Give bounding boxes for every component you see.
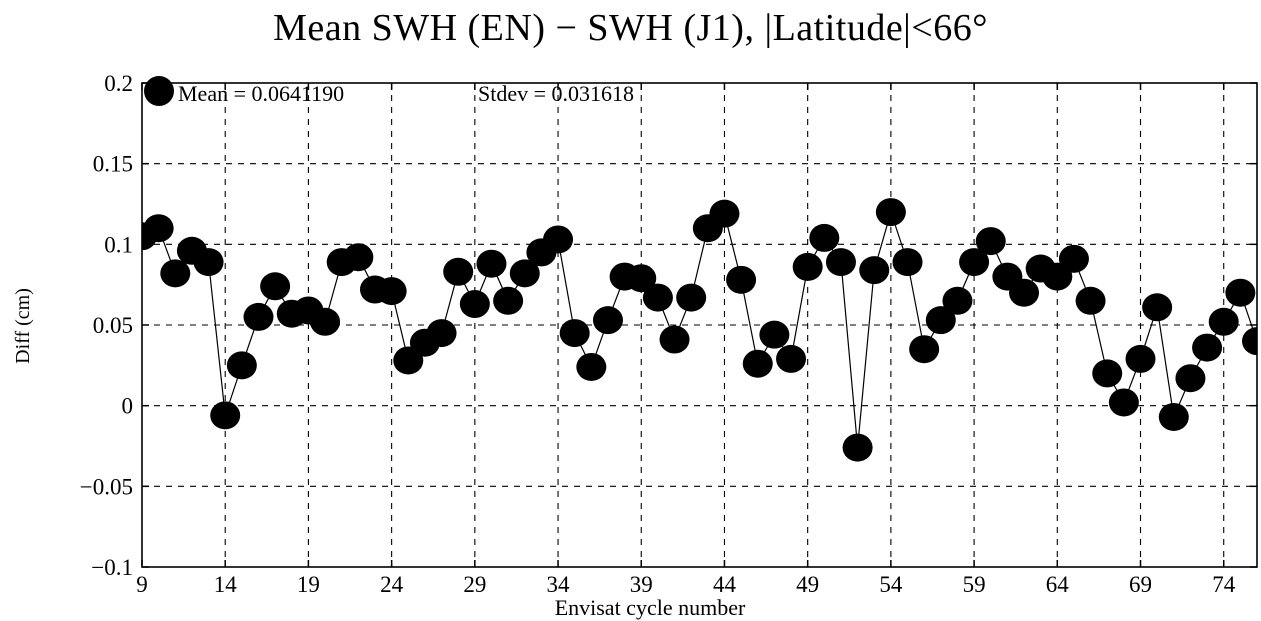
- data-point: [975, 227, 1006, 256]
- data-point: [310, 307, 341, 336]
- data-point: [443, 257, 474, 286]
- data-point: [1092, 359, 1123, 388]
- data-point: [493, 286, 524, 315]
- data-point: [260, 272, 291, 301]
- chart-title: Mean SWH (EN) − SWH (J1), |Latitude|<66°: [273, 7, 988, 49]
- legend-marker: [144, 76, 174, 106]
- x-tick-label: 39: [630, 572, 653, 597]
- axes: 9 14 19 24 29 34 39 44 49 54 59 64 69 74 0.2 0.15 0.1 0.0…: [80, 71, 1258, 597]
- plot-frame: [141, 82, 1258, 568]
- x-axis-label: Envisat cycle number: [555, 595, 746, 620]
- data-point: [626, 264, 657, 293]
- y-tick-label: 0.05: [93, 313, 133, 338]
- annotations: Mean = 0.0641190 Stdev = 0.031618: [144, 76, 634, 106]
- y-tick-label: 0: [122, 394, 134, 419]
- data-point: [1108, 388, 1139, 417]
- data-point: [859, 256, 890, 285]
- data-point: [1075, 286, 1106, 315]
- data-point: [1158, 402, 1189, 431]
- y-tick-label: 0.15: [93, 152, 133, 177]
- data-point: [909, 335, 940, 364]
- x-tick-label: 14: [214, 572, 238, 597]
- data-point: [343, 243, 374, 272]
- data-point: [1058, 244, 1089, 273]
- data-point: [892, 248, 923, 277]
- data-point: [559, 319, 590, 348]
- data-point: [1225, 278, 1256, 307]
- data-point: [226, 351, 257, 380]
- mean-annotation: Mean = 0.0641190: [178, 81, 344, 106]
- data-point: [426, 319, 457, 348]
- x-tick-label: 34: [547, 572, 571, 597]
- stdev-annotation: Stdev = 0.031618: [478, 81, 634, 106]
- data-point: [509, 259, 540, 288]
- data-point: [476, 249, 507, 278]
- x-tick-label: 69: [1129, 572, 1152, 597]
- data-point: [642, 283, 673, 312]
- y-tick-label: −0.1: [91, 555, 133, 580]
- data-point: [376, 277, 407, 306]
- data-point: [459, 290, 490, 319]
- data-point: [1125, 344, 1156, 373]
- data-point: [825, 248, 856, 277]
- data-point: [742, 349, 773, 378]
- y-tick-label: −0.05: [80, 474, 133, 499]
- x-tick-label: 54: [879, 572, 903, 597]
- data-point: [193, 248, 224, 277]
- data-point: [143, 214, 174, 243]
- data-point: [592, 306, 623, 335]
- data-point: [759, 320, 790, 349]
- data-point: [875, 198, 906, 227]
- y-tick-label: 0.2: [104, 71, 133, 96]
- x-tick-label: 74: [1212, 572, 1236, 597]
- x-tick-label: 59: [963, 572, 986, 597]
- data-point: [160, 259, 191, 288]
- data-point: [709, 199, 740, 228]
- x-tick-label: 29: [463, 572, 486, 597]
- data-point: [210, 401, 241, 430]
- data-point: [676, 283, 707, 312]
- data-point: [1175, 364, 1206, 393]
- x-tick-label: 9: [136, 572, 148, 597]
- y-tick-label: 0.1: [104, 232, 133, 257]
- x-tick-label: 64: [1046, 572, 1070, 597]
- data-point: [1242, 327, 1257, 356]
- data-point: [925, 306, 956, 335]
- x-tick-label: 19: [297, 572, 320, 597]
- x-tick-label: 44: [713, 572, 737, 597]
- data-point: [1192, 333, 1223, 362]
- data-point: [792, 252, 823, 281]
- data-point: [726, 265, 757, 294]
- data-point: [809, 223, 840, 252]
- data-point: [243, 302, 274, 331]
- data-point: [1009, 278, 1040, 307]
- data-point: [576, 352, 607, 381]
- data-point: [659, 325, 690, 354]
- data-point: [543, 225, 574, 254]
- data-point: [1142, 293, 1173, 322]
- y-axis-label: Diff (cm): [12, 288, 34, 364]
- series-1: [142, 198, 1257, 462]
- data-point: [942, 286, 973, 315]
- x-tick-label: 24: [380, 572, 404, 597]
- data-point: [959, 248, 990, 277]
- series-line: [142, 210, 1257, 448]
- grid-lines: [142, 83, 1257, 567]
- data-point: [776, 344, 807, 373]
- data-point: [1208, 307, 1239, 336]
- x-tick-label: 49: [796, 572, 819, 597]
- data-point: [842, 433, 873, 462]
